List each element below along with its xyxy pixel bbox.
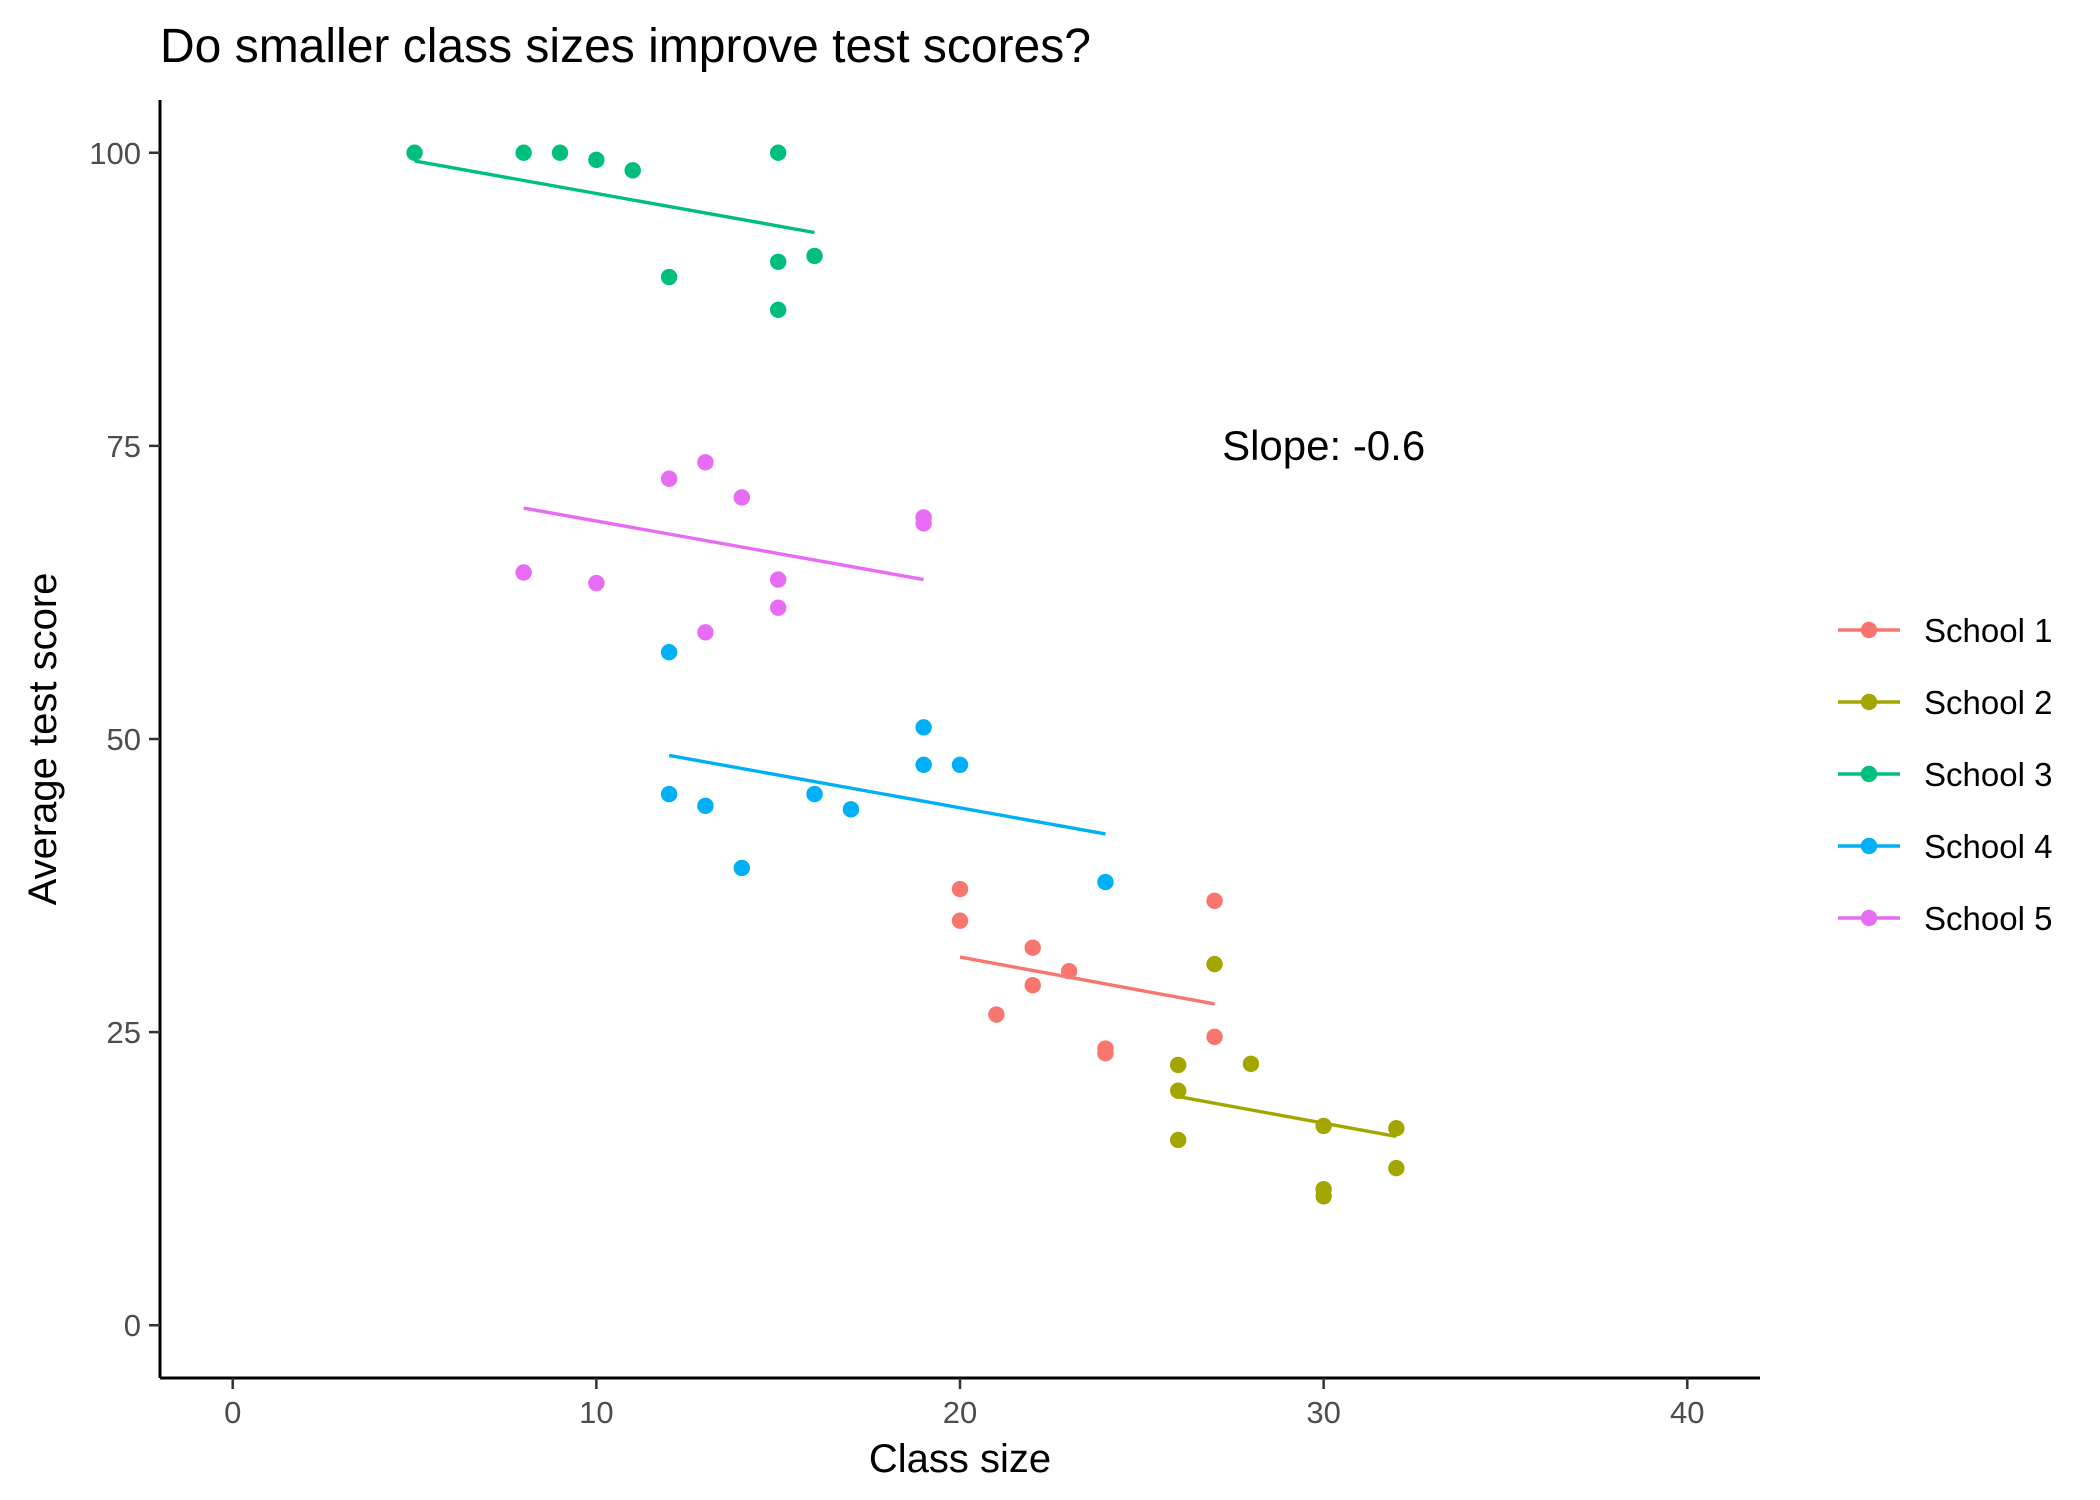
data-point — [769, 144, 787, 161]
legend-label: School 5 — [1924, 900, 2052, 937]
data-point — [769, 301, 787, 319]
data-point — [1315, 1188, 1332, 1205]
y-axis-title: Average test score — [21, 573, 65, 906]
legend-key-point — [1860, 909, 1878, 927]
x-tick-label: 0 — [224, 1395, 241, 1430]
data-point — [551, 144, 569, 161]
data-points — [406, 144, 1405, 1205]
data-point — [660, 785, 678, 803]
data-point — [1206, 955, 1223, 973]
data-point — [1024, 977, 1041, 994]
data-point — [1206, 1028, 1223, 1046]
data-point — [1169, 1131, 1187, 1149]
data-point — [806, 247, 823, 265]
data-point — [1388, 1120, 1405, 1137]
data-point — [1315, 1117, 1332, 1135]
data-point — [624, 162, 641, 179]
x-tick-label: 20 — [943, 1395, 977, 1430]
y-tick-label: 50 — [107, 722, 141, 757]
legend-key-point — [1860, 693, 1878, 711]
data-point — [1169, 1082, 1187, 1099]
legend-key-point — [1860, 765, 1878, 783]
fit-line — [668, 753, 1106, 836]
slope-annotation: Slope: -0.6 — [1222, 422, 1425, 469]
data-point — [1388, 1159, 1405, 1177]
data-point — [1097, 873, 1114, 891]
y-tick-label: 75 — [107, 429, 141, 464]
data-point — [1060, 962, 1078, 980]
data-point — [697, 624, 714, 641]
y-tick-label: 100 — [89, 136, 141, 171]
chart-title: Do smaller class sizes improve test scor… — [160, 20, 1091, 73]
data-point — [842, 801, 860, 818]
data-point — [733, 859, 751, 877]
fit-line — [414, 159, 815, 235]
x-axis-title: Class size — [869, 1437, 1051, 1481]
legend-label: School 2 — [1924, 684, 2052, 721]
data-point — [915, 756, 932, 773]
x-tick-label: 40 — [1670, 1395, 1704, 1430]
fit-line — [959, 955, 1215, 1006]
x-tick-label: 30 — [1306, 1395, 1340, 1430]
data-point — [697, 797, 714, 815]
data-point — [406, 144, 423, 161]
data-point — [951, 912, 969, 929]
data-point — [769, 599, 787, 616]
data-point — [588, 151, 605, 168]
data-point — [697, 454, 714, 471]
data-point — [660, 268, 678, 286]
legend-key-point — [1860, 621, 1878, 639]
data-point — [660, 644, 678, 661]
data-point — [1097, 1045, 1114, 1062]
legend-label: School 4 — [1924, 828, 2052, 865]
data-point — [1169, 1056, 1187, 1074]
data-point — [1206, 892, 1223, 910]
data-point — [915, 719, 932, 736]
data-point — [951, 880, 969, 898]
data-point — [915, 515, 932, 532]
data-point — [806, 785, 823, 803]
legend-label: School 3 — [1924, 756, 2052, 793]
fit-line — [1177, 1094, 1397, 1139]
fit-lines — [414, 159, 1397, 1139]
data-point — [769, 253, 787, 271]
legend: School 1 School 2 School 3 School 4 School 5 — [1838, 612, 2052, 937]
data-point — [951, 756, 969, 773]
data-point — [733, 489, 751, 506]
data-point — [515, 144, 532, 161]
fit-line — [523, 506, 924, 582]
legend-key-point — [1860, 837, 1878, 855]
data-point — [660, 470, 678, 487]
y-tick-label: 0 — [124, 1308, 141, 1343]
axes: 0 10 20 30 40 0 25 50 75 100 — [89, 100, 1760, 1430]
data-point — [769, 571, 787, 588]
legend-label: School 1 — [1924, 612, 2052, 649]
data-point — [1024, 939, 1041, 956]
data-point — [588, 574, 605, 592]
x-tick-label: 10 — [579, 1395, 613, 1430]
data-point — [515, 564, 532, 581]
data-point — [988, 1006, 1005, 1023]
data-point — [1242, 1055, 1260, 1072]
y-tick-label: 25 — [107, 1015, 141, 1050]
